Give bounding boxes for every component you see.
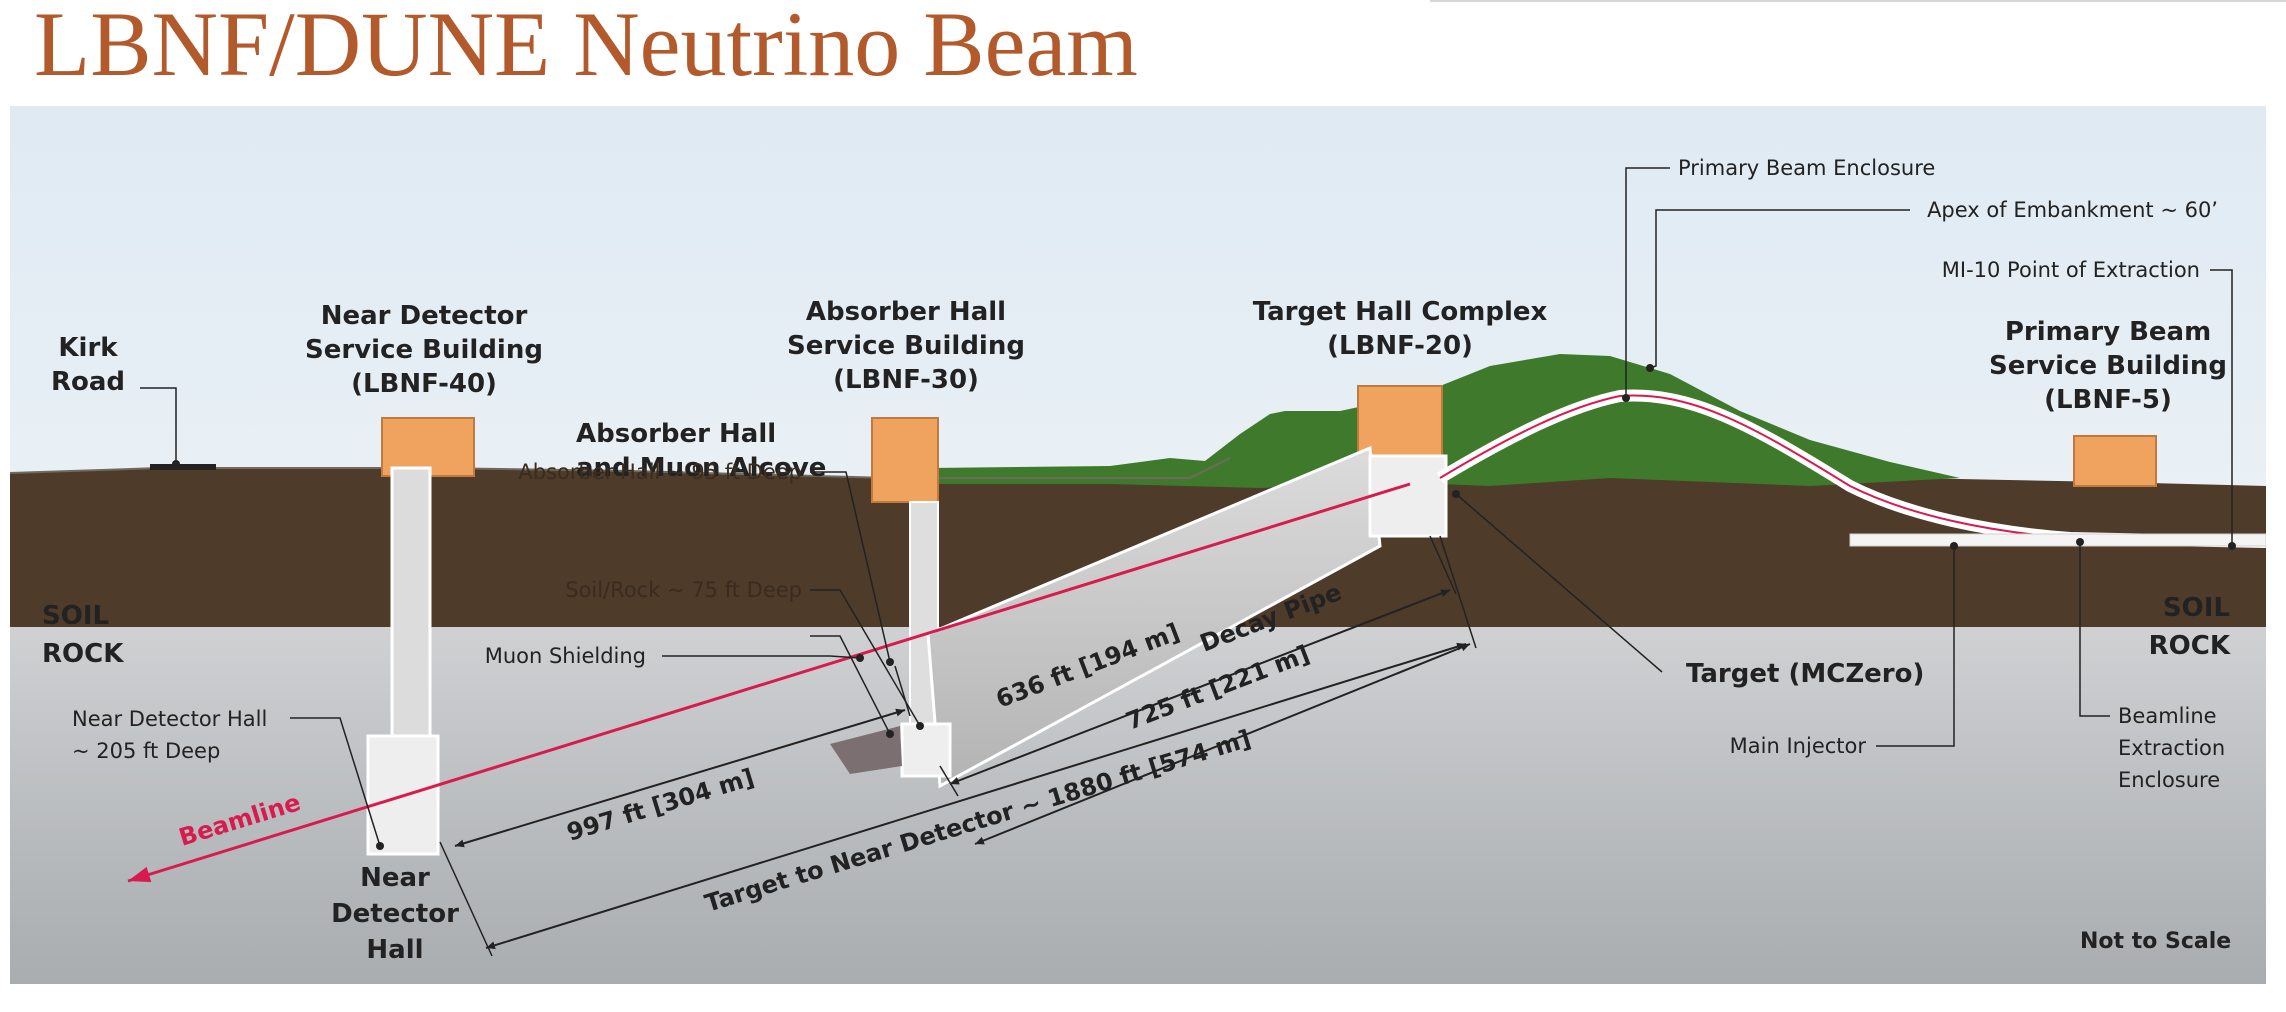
top-divider bbox=[1430, 0, 2286, 2]
target-hall-structure bbox=[1368, 454, 1448, 538]
main-injector-pipe bbox=[1849, 533, 2266, 547]
rock-left-label: ROCK bbox=[42, 639, 124, 669]
soil-left-label: SOIL bbox=[42, 601, 109, 631]
ext-line bbox=[1439, 535, 1477, 649]
target-hall-complex-label: Target Hall Complex (LBNF-20) bbox=[1253, 297, 1548, 361]
beamline-extraction-label: Beamline Extraction Enclosure bbox=[2118, 704, 2225, 792]
ext-line bbox=[439, 841, 493, 957]
muon-shielding-label: Muon Shielding bbox=[485, 644, 646, 668]
apex-label: Apex of Embankment ~ 60’ bbox=[1927, 198, 2218, 222]
not-to-scale-label: Not to Scale bbox=[2080, 929, 2231, 954]
near-detector-service-label: Near Detector Service Building (LBNF-40) bbox=[305, 301, 543, 399]
ext-line bbox=[894, 665, 911, 717]
absorber-deep-label: Absorber Hall ~ 95 ft Deep bbox=[518, 460, 802, 484]
absorber-hall-service-building bbox=[871, 417, 939, 503]
dim-1880-line bbox=[485, 642, 1467, 950]
embankment bbox=[930, 354, 1960, 488]
absorber-muon-alcove-label: Absorber Hall and Muon Alcove bbox=[576, 419, 826, 483]
target-hall-building bbox=[1357, 385, 1443, 463]
leader-dots bbox=[172, 364, 2236, 850]
absorber-hall-service-label: Absorber Hall Service Building (LBNF-30) bbox=[787, 297, 1025, 395]
ext-line bbox=[1429, 535, 1457, 595]
slide-title: LBNF/DUNE Neutrino Beam bbox=[34, 0, 1138, 95]
absorber-hall bbox=[900, 722, 952, 778]
soil-rock-deep-label: Soil/Rock ~ 75 ft Deep bbox=[565, 578, 802, 602]
ext-line bbox=[939, 765, 959, 797]
main-injector-label: Main Injector bbox=[1730, 734, 1867, 758]
kirk-road-label: Kirk Road bbox=[51, 333, 125, 397]
near-detector-hall-label: Near Detector Hall bbox=[331, 863, 459, 965]
target-label: Target (MCZero) bbox=[1686, 659, 1924, 689]
primary-beam-service-building bbox=[2073, 435, 2157, 487]
beamline-cross-section: Kirk Road Near Detector Service Building (L… bbox=[10, 106, 2266, 984]
primary-beam-enclosure-label: Primary Beam Enclosure bbox=[1678, 156, 1935, 180]
soil-right-label: SOIL bbox=[2163, 593, 2230, 623]
primary-beam-service-label: Primary Beam Service Building (LBNF-5) bbox=[1989, 317, 2227, 415]
road bbox=[150, 464, 216, 470]
primary-beam-line bbox=[1439, 394, 2266, 543]
rock-right-label: ROCK bbox=[2149, 631, 2231, 661]
near-detector-hall-depth-label: Near Detector Hall ~ 205 ft Deep bbox=[72, 707, 267, 763]
mi10-label: MI-10 Point of Extraction bbox=[1942, 258, 2200, 282]
